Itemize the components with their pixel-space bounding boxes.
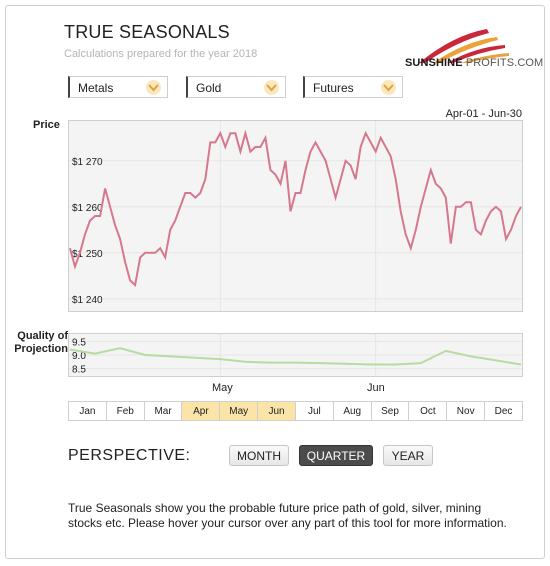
chevron-down-icon: [264, 80, 279, 95]
asset-value: Gold: [196, 81, 222, 95]
y-tick-label: 9.0: [72, 351, 86, 362]
y-tick-label: $1 250: [72, 249, 103, 260]
year-button[interactable]: YEAR: [383, 445, 433, 466]
month-tab-sep[interactable]: Sep: [372, 402, 410, 420]
y-tick-label: 9.5: [72, 337, 86, 348]
price-series-line: [69, 129, 522, 287]
price-axis-title: Price: [33, 119, 60, 131]
logo-main-text: SUNSHINE: [405, 57, 463, 69]
y-tick-label: $1 240: [72, 295, 103, 306]
month-label-jun: Jun: [367, 382, 385, 394]
brand-logo[interactable]: SUNSHINE PROFITS.COM: [405, 57, 543, 69]
month-tab-jun[interactable]: Jun: [258, 402, 296, 420]
description-text: True Seasonals show you the probable fut…: [68, 501, 507, 530]
y-tick-label: $1 270: [72, 157, 103, 168]
asset-class-select[interactable]: Metals: [68, 76, 168, 98]
asset-class-value: Metals: [78, 81, 114, 95]
month-tab-feb[interactable]: Feb: [107, 402, 145, 420]
asset-select[interactable]: Gold: [186, 76, 286, 98]
quality-chart[interactable]: 8.5 9.0 9.5: [68, 333, 523, 377]
sunshine-rays-icon: [419, 29, 509, 63]
chevron-down-icon: [381, 80, 396, 95]
month-tab-apr[interactable]: Apr: [182, 402, 221, 420]
y-tick-label: $1 260: [72, 203, 103, 214]
month-selector[interactable]: Jan Feb Mar Apr May Jun Jul Aug Sep Oct Nov Dec: [68, 401, 523, 421]
price-chart[interactable]: $1 240 $1 250 $1 260 $1 270: [68, 120, 523, 312]
logo-secondary-text: PROFITS.COM: [465, 57, 544, 69]
month-tab-dec[interactable]: Dec: [494, 406, 513, 417]
page-subtitle: Calculations prepared for the year 2018: [64, 48, 258, 60]
date-range-label: Apr-01 - Jun-30: [445, 108, 522, 120]
instrument-select[interactable]: Futures: [303, 76, 403, 98]
month-label-may: May: [212, 382, 233, 394]
month-tab-aug[interactable]: Aug: [334, 402, 372, 420]
month-tab-oct[interactable]: Oct: [409, 402, 448, 420]
month-tab-may[interactable]: May: [220, 402, 259, 420]
quality-axis-title: Quality of Projection: [14, 330, 68, 355]
month-tab-jan[interactable]: Jan: [69, 402, 107, 420]
perspective-label: PERSPECTIVE:: [68, 447, 191, 464]
quality-series-line: [69, 347, 522, 366]
instrument-value: Futures: [313, 81, 354, 95]
quarter-button[interactable]: QUARTER: [299, 445, 373, 466]
chevron-down-icon: [146, 80, 161, 95]
month-tab-mar[interactable]: Mar: [145, 402, 183, 420]
y-tick-label: 8.5: [72, 365, 86, 376]
page-title: TRUE SEASONALS: [64, 22, 230, 42]
month-tab-nov[interactable]: Nov: [447, 402, 486, 420]
month-tab-jul[interactable]: Jul: [296, 402, 334, 420]
month-button[interactable]: MONTH: [229, 445, 289, 466]
